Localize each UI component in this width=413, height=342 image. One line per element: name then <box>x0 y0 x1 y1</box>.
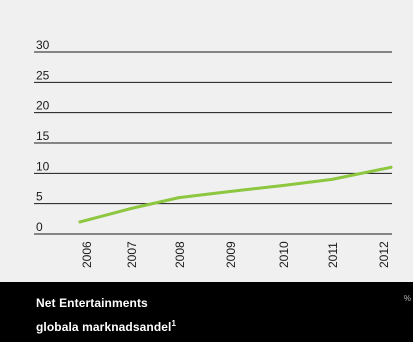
data-point <box>177 196 181 200</box>
x-tick-label: 2012 <box>377 241 391 268</box>
caption-line-1: Net Entertainments <box>36 296 148 310</box>
line-chart: 0 5 10 15 20 25 30 2006 2007 2008 2009 2010 2011 2012 <box>34 38 393 268</box>
caption-line-2-text: globala marknadsandel <box>36 320 172 334</box>
data-point <box>281 183 285 187</box>
x-tick-label: 2007 <box>125 241 139 268</box>
series-line <box>78 165 393 224</box>
x-tick-label: 2010 <box>277 241 291 268</box>
data-point <box>389 165 393 169</box>
data-point <box>330 177 334 181</box>
y-tick-label: 30 <box>36 38 50 52</box>
y-tick-label: 10 <box>36 159 50 173</box>
y-tick-label: 25 <box>36 68 50 82</box>
x-tick-label: 2006 <box>80 241 94 268</box>
y-tick-label: 5 <box>36 190 43 204</box>
x-tick-label: 2011 <box>326 242 340 268</box>
data-point <box>78 220 82 224</box>
caption-footnote-mark: 1 <box>171 319 177 328</box>
x-tick-label: 2008 <box>173 241 187 268</box>
data-point <box>228 190 232 194</box>
y-tick-label: 15 <box>36 129 50 143</box>
caption-edge-mark: % <box>403 294 411 303</box>
x-tick-label: 2009 <box>224 241 238 268</box>
caption-line-2: globala marknadsandel1 <box>36 319 176 334</box>
data-point <box>129 207 133 211</box>
chart-caption: Net Entertainments globala marknadsandel… <box>0 282 413 342</box>
y-tick-label: 0 <box>36 220 43 234</box>
y-tick-label: 20 <box>36 99 50 113</box>
